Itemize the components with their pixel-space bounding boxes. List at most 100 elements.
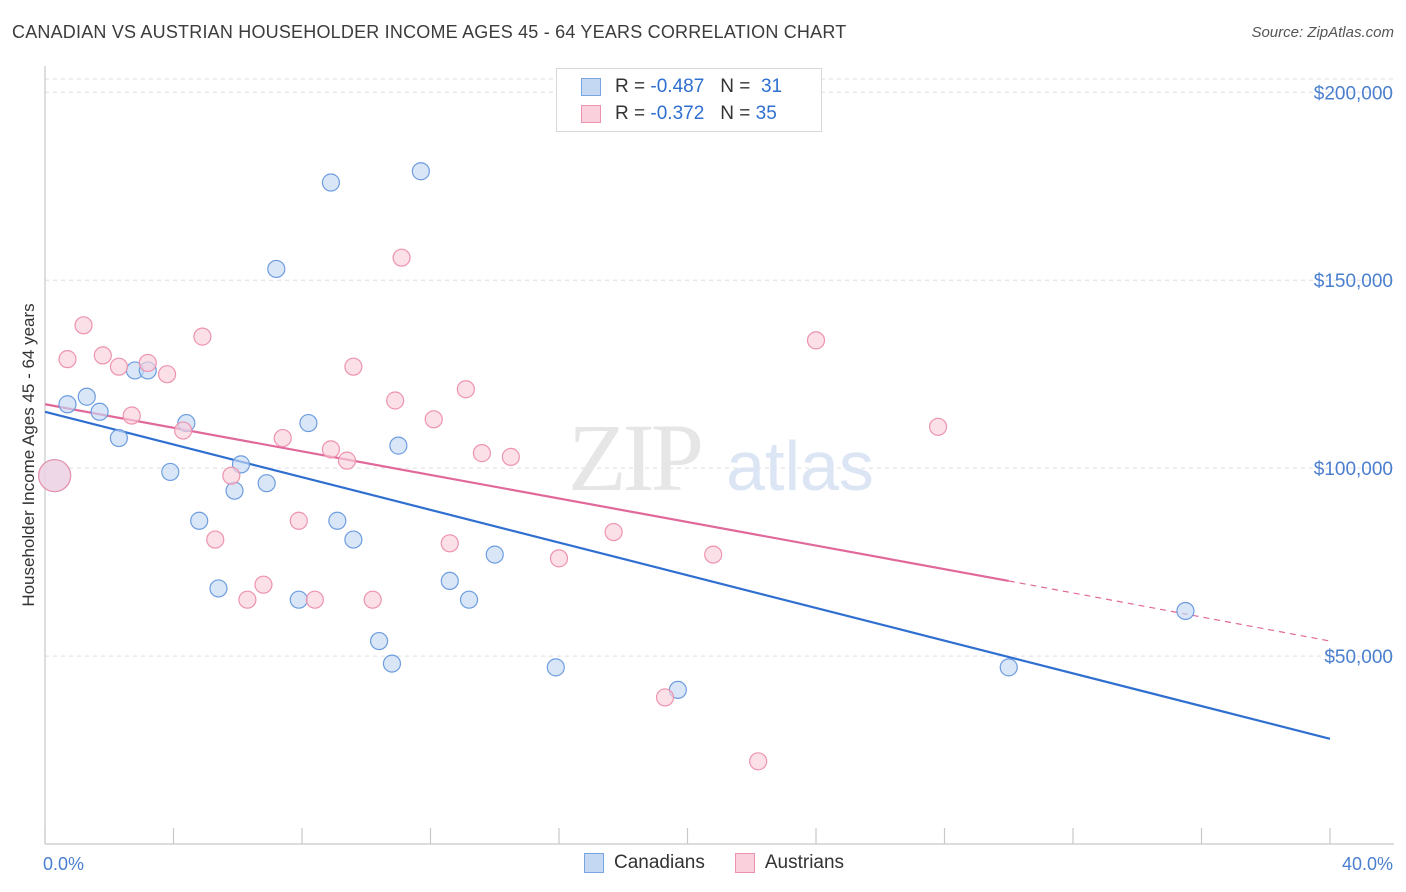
watermark-zip: ZIP [568, 404, 701, 511]
data-point-canadians [90, 402, 109, 421]
data-point-austrians [363, 590, 382, 609]
data-point-canadians [77, 387, 96, 406]
trend-lines [44, 403, 1331, 740]
series-legend-austrians[interactable]: Austrians [734, 852, 845, 874]
legend-n-label: N = [720, 103, 751, 124]
legend-row-canadians: R = -0.487 N = 31 [581, 75, 782, 99]
data-point-canadians [1176, 601, 1195, 621]
data-point-canadians [209, 579, 228, 598]
trend-extension-austrians [1008, 580, 1331, 642]
legend-n-value: 35 [755, 103, 777, 124]
y-tick-label: $150,000 [1314, 271, 1393, 292]
data-point-austrians [74, 316, 93, 335]
y-tick-label: $200,000 [1314, 83, 1393, 104]
series-label-austrians: Austrians [764, 852, 845, 873]
data-point-austrians [93, 346, 112, 365]
legend-r-value: -0.372 [650, 103, 705, 124]
y-tick-label: $50,000 [1324, 647, 1393, 668]
data-point-austrians [344, 357, 363, 376]
data-point-austrians [109, 357, 128, 376]
data-point-austrians [604, 522, 623, 542]
x-tick-labels: 0.0% 40.0% [43, 854, 1393, 874]
data-point-canadians [190, 511, 209, 530]
correlation-legend: R = -0.487 N = 31 R = -0.372 N = 35 [556, 68, 822, 132]
data-point-austrians [392, 248, 411, 267]
data-point-canadians [58, 395, 77, 414]
data-point-austrians [273, 428, 292, 448]
data-point-austrians [440, 534, 459, 553]
data-point-austrians [386, 391, 405, 410]
legend-swatch-canadians [581, 78, 601, 96]
data-point-austrians [222, 466, 241, 485]
chart-title: CANADIAN VS AUSTRIAN HOUSEHOLDER INCOME … [12, 22, 847, 42]
trend-line-canadians [44, 410, 1331, 740]
data-point-austrians [472, 444, 491, 463]
data-point-austrians [254, 575, 273, 594]
watermark-atlas: atlas [726, 427, 874, 505]
series-swatch-canadians [584, 853, 604, 873]
series-swatch-austrians [734, 853, 755, 873]
trend-line-austrians [44, 403, 1009, 582]
data-point-canadians [225, 481, 244, 500]
x-tick-label: 0.0% [43, 854, 84, 874]
data-point-canadians [267, 259, 286, 279]
data-point-canadians [411, 162, 430, 181]
legend-n-value: 31 [760, 76, 783, 97]
data-point-canadians [321, 173, 341, 192]
data-point-austrians [157, 365, 177, 384]
data-point-austrians [193, 327, 212, 346]
data-point-austrians [58, 350, 77, 369]
data-point-canadians [344, 530, 363, 549]
series-label-canadians: Canadians [614, 852, 705, 873]
data-point-canadians [370, 631, 389, 651]
data-point-canadians [109, 428, 128, 448]
data-point-austrians [206, 530, 225, 549]
data-points [38, 162, 1195, 771]
y-tick-labels: $50,000 $100,000 $150,000 $200,000 [1314, 83, 1393, 668]
legend-r-label: R = [615, 103, 646, 124]
data-point-austrians [424, 410, 443, 429]
data-point-austrians [289, 511, 308, 530]
y-tick-label: $100,000 [1314, 459, 1393, 480]
legend-swatch-austrians [581, 105, 601, 123]
source-label: Source: ZipAtlas.com [1251, 24, 1394, 41]
data-point-austrians [305, 590, 324, 609]
data-point-austrians [138, 353, 157, 373]
data-point-canadians [382, 654, 402, 673]
data-point-austrians [122, 406, 141, 425]
data-point-canadians [161, 462, 180, 482]
legend-r-value: -0.487 [650, 76, 705, 97]
data-point-austrians [321, 440, 341, 459]
legend-r-label: R = [615, 76, 646, 97]
axes [44, 66, 1394, 845]
data-point-austrians [749, 752, 768, 771]
data-point-austrians [456, 380, 475, 399]
data-point-austrians [704, 545, 723, 564]
data-point-austrians [501, 447, 520, 466]
data-point-canadians [485, 545, 504, 564]
series-legend: Canadians Austrians [584, 852, 874, 874]
data-point-canadians [389, 436, 408, 455]
data-point-canadians [999, 658, 1018, 677]
data-point-canadians [440, 571, 459, 591]
data-point-austrians [806, 331, 826, 350]
data-point-canadians [459, 590, 479, 609]
legend-row-austrians: R = -0.372 N = 35 [581, 102, 777, 126]
data-point-austrians [655, 688, 675, 707]
watermark: ZIP atlas [568, 404, 874, 511]
data-point-canadians [289, 590, 308, 609]
data-point-austrians [174, 421, 193, 440]
x-tick-label: 40.0% [1342, 854, 1393, 874]
data-point-austrians [549, 549, 569, 568]
data-point-austrians [238, 590, 257, 609]
data-point-austrians [928, 417, 948, 436]
data-point-canadians [257, 474, 276, 493]
data-point-canadians [328, 511, 347, 530]
data-point-austrians [38, 459, 72, 493]
data-point-austrians [337, 451, 357, 470]
series-legend-canadians[interactable]: Canadians [584, 852, 705, 874]
data-point-canadians [299, 413, 318, 433]
data-point-canadians [546, 658, 565, 677]
y-axis-label: Householder Income Ages 45 - 64 years [19, 303, 38, 606]
